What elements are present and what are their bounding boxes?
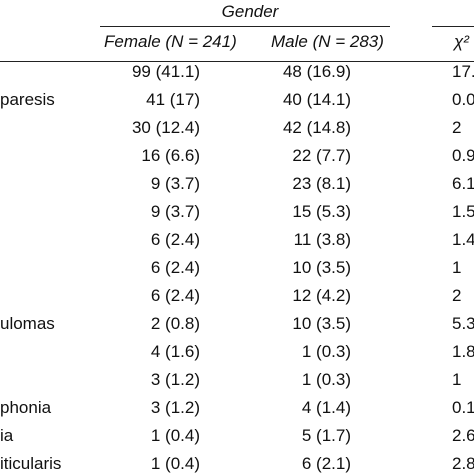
female-count-cell: 9 (3.7) [150,174,200,193]
female-count-cell: 99 (41.1) [131,62,200,81]
chi-square-cell: 1 [452,370,462,389]
table-row: 16 (6.6) 22 (7.7) 0.9 [0,146,474,174]
gender-header-rule [100,26,390,28]
female-count-cell: 1 (0.4) [150,426,200,445]
table-row: 9 (3.7) 23 (8.1) 6.1 [0,174,474,202]
chi-square-cell: 1.8 [452,342,474,361]
table-row: phonia 3 (1.2) 4 (1.4) 0.1 [0,398,474,426]
group-header-gender: Gender [221,2,279,21]
row-label: paresis [0,90,55,109]
female-count-cell: 1 (0.4) [150,454,200,473]
male-count-cell: 10 (3.5) [292,258,351,277]
male-count-cell: 1 (0.3) [301,370,351,389]
chi-square-cell: 0.1 [452,398,474,417]
chi-square-cell: 0.0 [452,90,474,109]
male-count-cell: 15 (5.3) [292,202,351,221]
chi-square-cell: 17.6 [452,62,474,81]
female-count-cell: 3 (1.2) [150,398,200,417]
female-count-cell: 16 (6.6) [141,146,200,165]
table-row: 6 (2.4) 12 (4.2) 2 [0,286,474,314]
table-row: 4 (1.6) 1 (0.3) 1.8 [0,342,474,370]
table-row: 6 (2.4) 10 (3.5) 1 [0,258,474,286]
table-row: ulomas 2 (0.8) 10 (3.5) 5.3 [0,314,474,342]
chi-square-cell: 1 [452,258,462,277]
male-count-cell: 22 (7.7) [292,146,351,165]
female-count-cell: 41 (17) [146,90,200,109]
column-header-female: Female (N = 241) [104,32,237,51]
male-count-cell: 6 (2.1) [301,454,351,473]
table-row: 6 (2.4) 11 (3.8) 1.4 [0,230,474,258]
male-count-cell: 1 (0.3) [301,342,351,361]
female-count-cell: 6 (2.4) [150,230,200,249]
table-row: iticularis 1 (0.4) 6 (2.1) 2.8 [0,454,474,474]
chi-square-cell: 2 [452,286,462,305]
male-count-cell: 42 (14.8) [282,118,351,137]
stat-header-rule [432,26,474,28]
row-label: ia [0,426,14,445]
male-count-cell: 40 (14.1) [282,90,351,109]
header-bottom-rule [0,61,474,63]
male-count-cell: 23 (8.1) [292,174,351,193]
chi-square-cell: 0.9 [452,146,474,165]
male-count-cell: 12 (4.2) [292,286,351,305]
female-count-cell: 30 (12.4) [131,118,200,137]
male-count-cell: 11 (3.8) [293,230,351,249]
table-row: paresis 41 (17) 40 (14.1) 0.0 [0,90,474,118]
male-count-cell: 10 (3.5) [292,314,351,333]
chi-square-cell: 6.1 [452,174,474,193]
female-count-cell: 6 (2.4) [150,258,200,277]
female-count-cell: 2 (0.8) [150,314,200,333]
chi-square-cell: 1.5 [452,202,474,221]
chi-square-cell: 5.3 [452,314,474,333]
column-header-male: Male (N = 283) [271,32,384,51]
table-row: ia 1 (0.4) 5 (1.7) 2.6 [0,426,474,454]
row-label: ulomas [0,314,55,333]
male-count-cell: 4 (1.4) [301,398,351,417]
chi-square-cell: 1.4 [452,230,474,249]
chi-square-cell: 2.8 [452,454,474,473]
male-count-cell: 5 (1.7) [301,426,351,445]
male-count-cell: 48 (16.9) [282,62,351,81]
female-count-cell: 9 (3.7) [150,202,200,221]
table-row: 9 (3.7) 15 (5.3) 1.5 [0,202,474,230]
female-count-cell: 6 (2.4) [150,286,200,305]
row-label: iticularis [0,454,62,473]
chi-square-cell: 2 [452,118,462,137]
table-row: 3 (1.2) 1 (0.3) 1 [0,370,474,398]
chi-square-cell: 2.6 [452,426,474,445]
row-label: phonia [0,398,52,417]
table-row: 99 (41.1) 48 (16.9) 17.6 [0,62,474,90]
table-row: 30 (12.4) 42 (14.8) 2 [0,118,474,146]
female-count-cell: 3 (1.2) [150,370,200,389]
column-header-chi-square: χ² [454,32,469,51]
female-count-cell: 4 (1.6) [150,342,200,361]
